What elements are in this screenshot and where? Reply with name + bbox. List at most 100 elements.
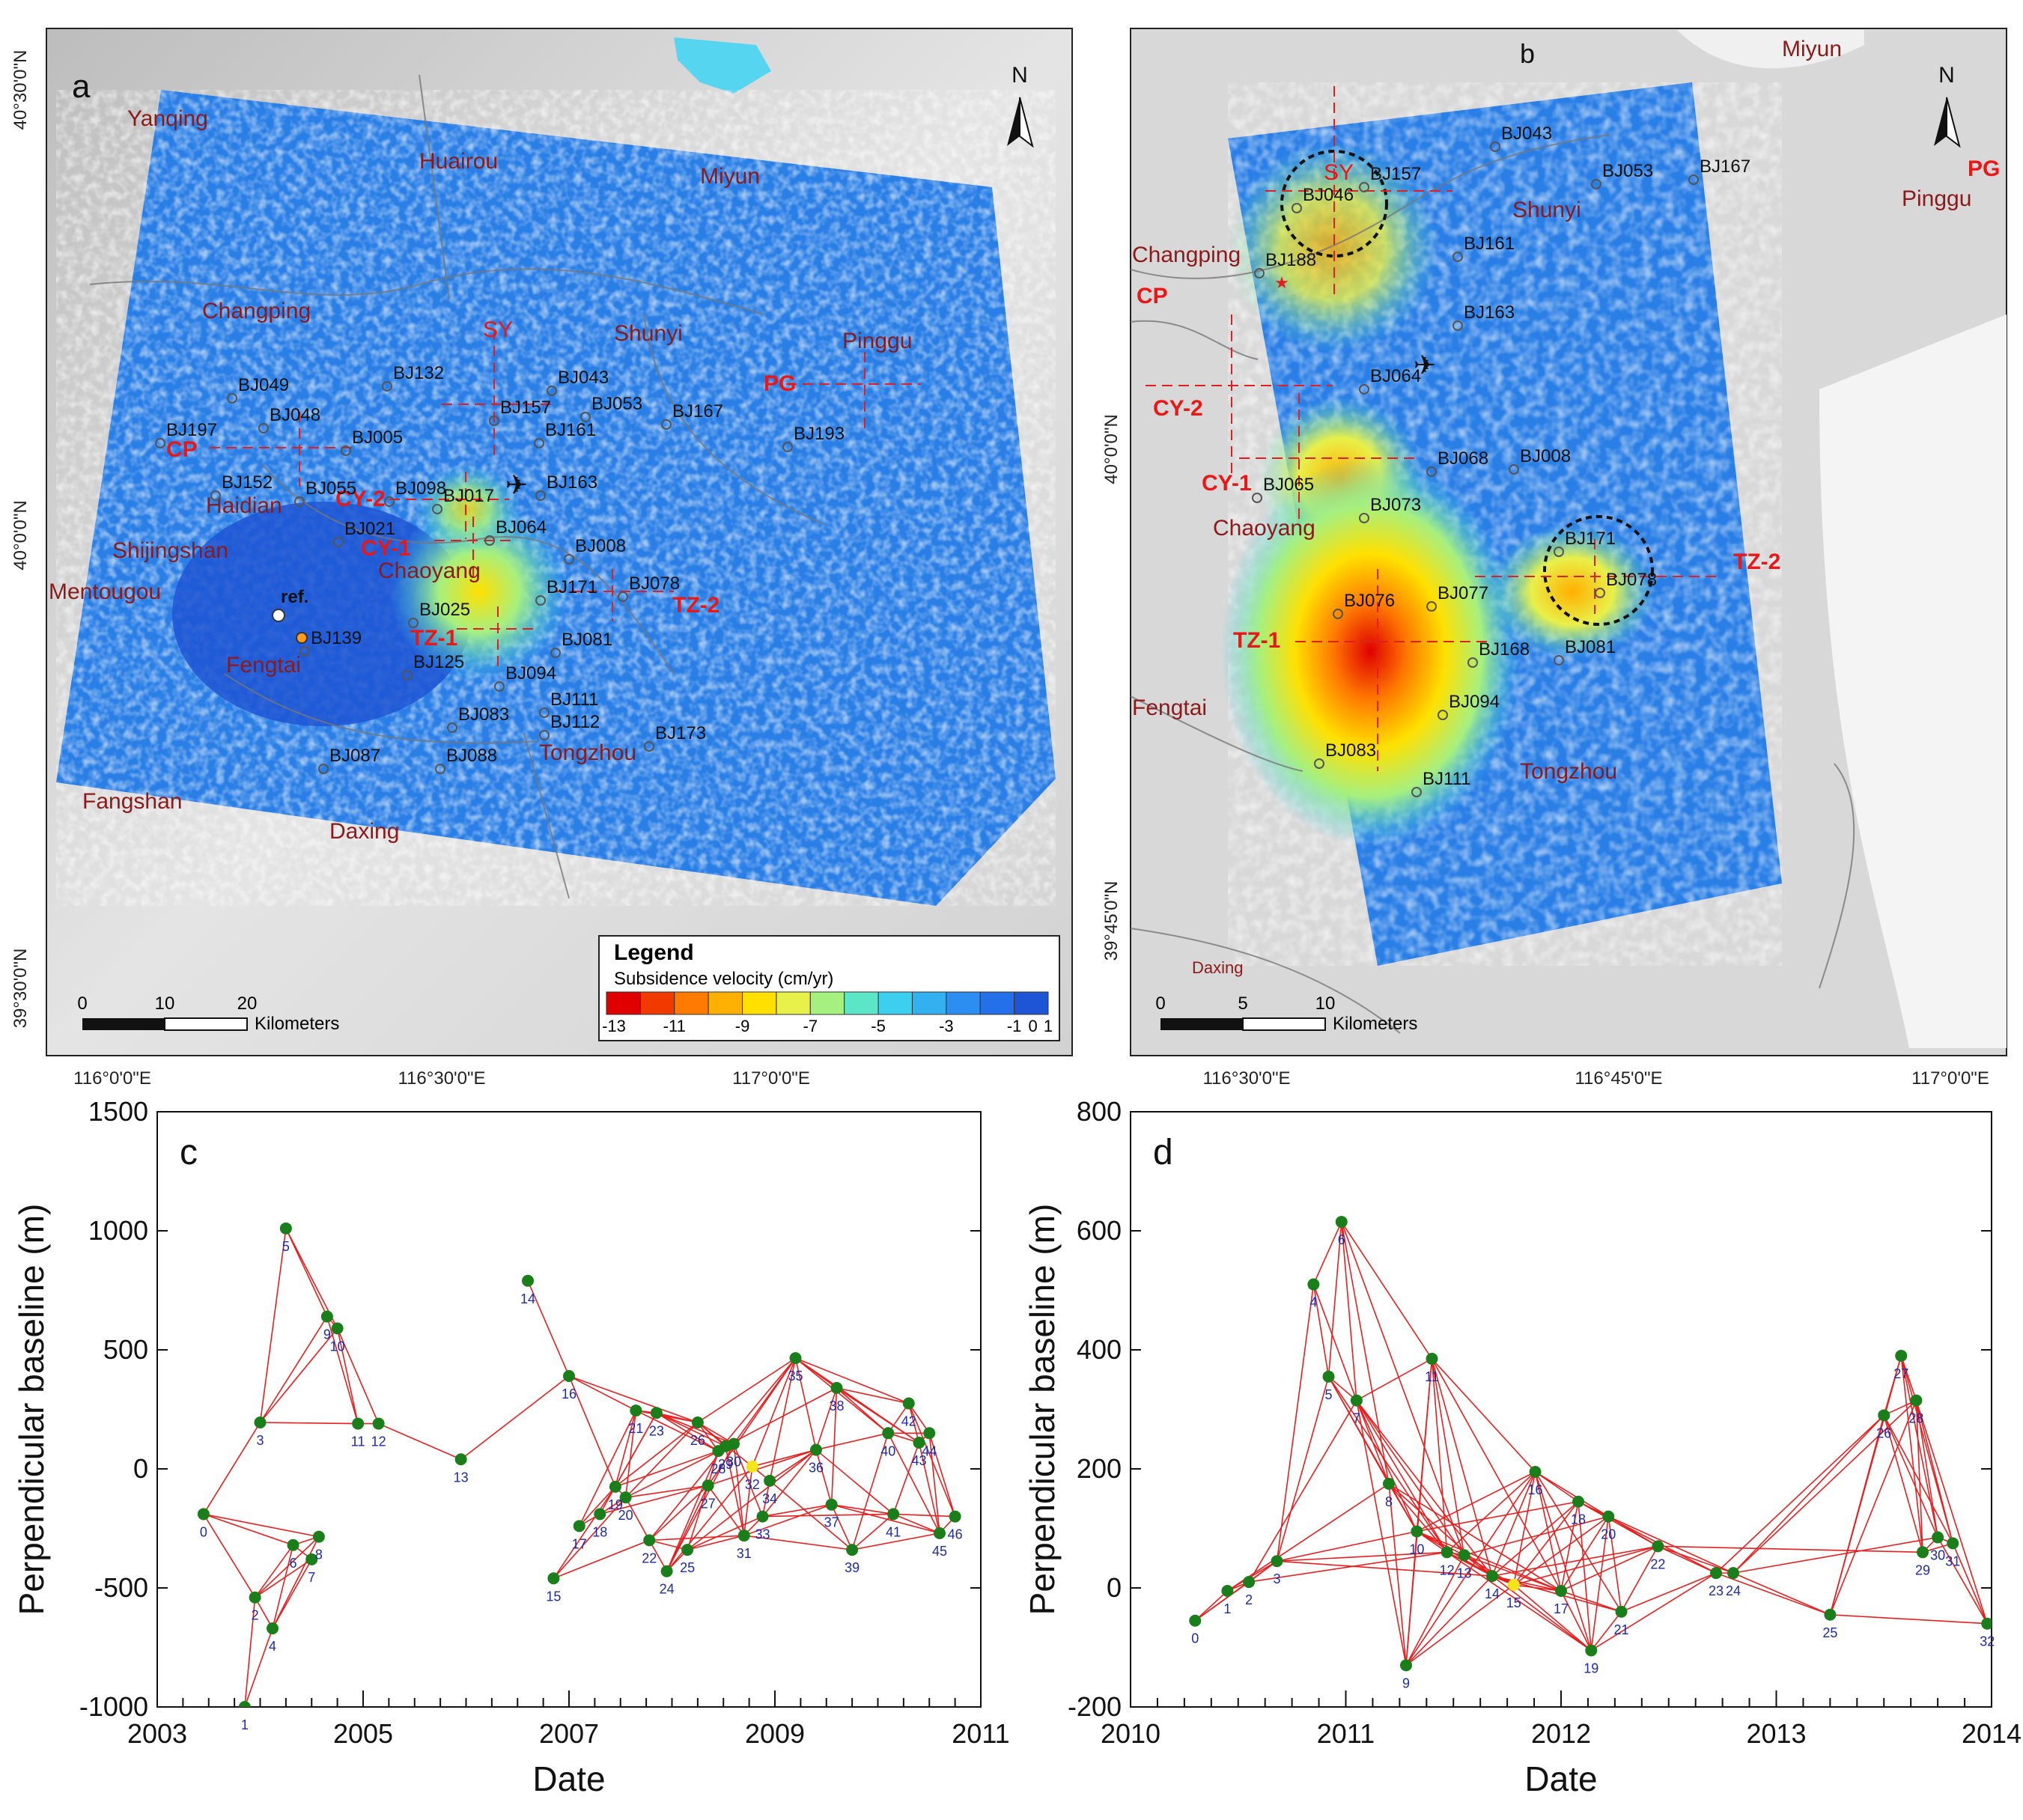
- tz1-hotspot-b: [1220, 457, 1520, 846]
- baseline-edge: [378, 1422, 461, 1461]
- baseline-edge: [794, 1357, 889, 1434]
- acquisition-point-0: [197, 1508, 210, 1521]
- legend-swatch: [708, 991, 743, 1015]
- baseline-edge: [1405, 1554, 1465, 1666]
- baseline-edge: [615, 1422, 699, 1488]
- station-marker: [333, 537, 344, 547]
- baseline-edge: [260, 1422, 359, 1425]
- acquisition-label-15: 15: [546, 1589, 561, 1604]
- baseline-edge: [285, 1228, 328, 1317]
- acquisition-label-8: 8: [1385, 1494, 1393, 1509]
- acquisition-point-43: [913, 1437, 925, 1449]
- acquisition-label-36: 36: [809, 1461, 824, 1476]
- legend-tick: -13: [602, 1017, 626, 1035]
- station-label-bj171: BJ171: [547, 577, 597, 597]
- acquisition-label-13: 13: [454, 1470, 469, 1485]
- acquisition-label-11: 11: [351, 1434, 365, 1449]
- baseline-edge: [1356, 1358, 1432, 1401]
- baseline-edge: [717, 1357, 797, 1452]
- baseline-edge: [1607, 1515, 1658, 1547]
- airport-icon-b: ✈: [1414, 350, 1436, 380]
- legend-swatch: [809, 991, 845, 1015]
- station-label-bj087: BJ087: [329, 746, 380, 766]
- district-a-changping: Changping: [202, 299, 311, 323]
- acquisition-label-37: 37: [824, 1515, 839, 1530]
- x-tick-label: 2014: [1962, 1718, 2022, 1749]
- station-marker: [535, 595, 546, 606]
- acquisition-label-23: 23: [1709, 1583, 1724, 1598]
- acquisition-label-18: 18: [1571, 1512, 1586, 1527]
- station-labels-b: BJ043 BJ157 BJ053 BJ167 BJ046 BJ161 BJ188 BJ163…: [1252, 124, 1750, 797]
- x-tick-label: 2012: [1531, 1718, 1591, 1749]
- legend-swatch: [946, 991, 981, 1015]
- acquisition-label-1: 1: [241, 1717, 249, 1732]
- acquisition-label-1: 1: [1223, 1601, 1231, 1616]
- acquisition-label-38: 38: [829, 1399, 844, 1413]
- acquisition-label-7: 7: [308, 1570, 315, 1585]
- station-label-bj094: BJ094: [505, 663, 556, 684]
- baseline-edge: [1512, 1471, 1536, 1586]
- station-marker: [1452, 320, 1463, 331]
- baseline-edge: [1312, 1284, 1357, 1401]
- legend-subtitle: Subsidence velocity (cm/yr): [614, 969, 833, 989]
- station-marker: [1438, 710, 1448, 720]
- baseline-edge: [1277, 1551, 1447, 1562]
- station-label-bj094: BJ094: [1449, 692, 1500, 712]
- acquisition-point-6: [287, 1539, 299, 1551]
- station-marker: [210, 490, 221, 501]
- baseline-edge: [1534, 1471, 1622, 1613]
- district-b-changping: Changping: [1132, 243, 1241, 267]
- baseline-edge: [1733, 1399, 1917, 1574]
- acquisition-label-16: 16: [562, 1387, 577, 1401]
- station-marker: [432, 504, 442, 514]
- acquisition-label-30: 30: [726, 1455, 741, 1470]
- station-label-bj197: BJ197: [166, 420, 217, 440]
- district-a-pinggu: Pinggu: [842, 329, 912, 353]
- station-label-bj065: BJ065: [1263, 475, 1314, 495]
- station-label-bj068: BJ068: [1438, 448, 1488, 469]
- zone-b-cp: CP: [1137, 284, 1168, 308]
- acquisition-label-28: 28: [711, 1461, 725, 1476]
- baseline-edge: [1491, 1575, 1562, 1592]
- y-tick-label: 500: [103, 1334, 148, 1365]
- baseline-edge: [1340, 1221, 1465, 1556]
- station-marker: [1490, 141, 1500, 152]
- acquisition-label-46: 46: [948, 1527, 963, 1542]
- scale-a-tick-0: 0: [77, 993, 87, 1014]
- lon-label-a-3: 117°0'0"E: [732, 1068, 810, 1089]
- baseline-edge: [733, 1357, 797, 1445]
- district-a-shijingshan: Shijingshan: [112, 538, 228, 563]
- zone-b-cy1: CY-1: [1202, 471, 1252, 496]
- legend-swatch: [742, 991, 777, 1015]
- lon-label-b-2: 116°45'0"E: [1575, 1068, 1662, 1089]
- baseline-edge: [624, 1497, 650, 1541]
- station-marker: [547, 386, 557, 396]
- acquisition-point-0: [1189, 1614, 1202, 1627]
- baseline-edge: [1535, 1471, 1609, 1518]
- station-label-bj081: BJ081: [1565, 637, 1616, 657]
- y-tick-label: 200: [1077, 1453, 1122, 1484]
- baseline-edge: [892, 1442, 920, 1515]
- baseline-edge: [624, 1410, 637, 1498]
- baseline-edge: [615, 1412, 657, 1488]
- baseline-edge: [762, 1513, 894, 1518]
- y-tick-label: 0: [133, 1453, 148, 1484]
- acquisition-point-15: [1507, 1579, 1520, 1592]
- station-marker: [1467, 657, 1478, 668]
- scale-bar-a: 0 10 20 Kilometers: [77, 993, 339, 1034]
- baseline-edge: [1431, 1358, 1493, 1577]
- baseline-edge: [203, 1422, 261, 1515]
- acquisition-point-16: [1529, 1465, 1542, 1478]
- station-marker: [1411, 787, 1422, 797]
- baseline-edge: [1578, 1501, 1592, 1651]
- acquisition-label-35: 35: [788, 1369, 803, 1384]
- tz2-circle: [1543, 515, 1654, 626]
- station-label-bj021: BJ021: [344, 519, 395, 539]
- acquisition-point-45: [934, 1527, 946, 1539]
- baseline-edge: [743, 1535, 853, 1550]
- acquisition-point-39: [846, 1544, 859, 1556]
- y-tick-label: 800: [1077, 1096, 1122, 1127]
- acquisition-label-5: 5: [282, 1239, 290, 1254]
- acquisition-point-17: [1555, 1584, 1567, 1597]
- baseline-edge: [1417, 1530, 1562, 1592]
